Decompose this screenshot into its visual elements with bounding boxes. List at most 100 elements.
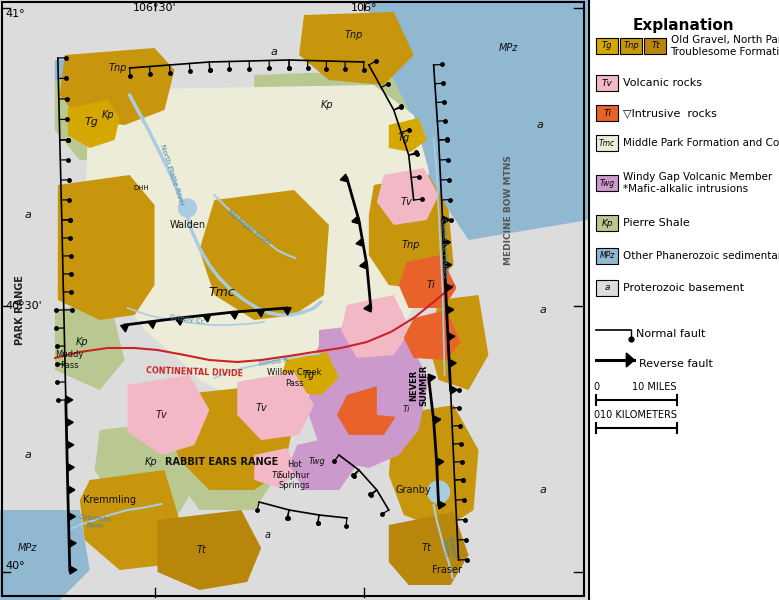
Polygon shape [446,306,453,314]
Polygon shape [283,308,291,315]
Polygon shape [60,48,174,125]
Text: Tg: Tg [397,133,410,143]
Polygon shape [69,566,77,574]
Polygon shape [0,510,90,600]
Polygon shape [281,352,339,395]
Polygon shape [69,539,76,547]
Polygon shape [58,175,154,320]
Polygon shape [299,12,414,85]
Polygon shape [238,372,314,440]
Polygon shape [203,314,211,322]
Polygon shape [442,216,449,224]
Text: Pierre Shale: Pierre Shale [623,218,690,228]
Polygon shape [368,0,588,240]
Text: Grizzly Cr.: Grizzly Cr. [169,314,206,325]
Polygon shape [341,295,411,358]
Text: PARK RANGE: PARK RANGE [15,275,25,345]
Polygon shape [289,435,357,490]
Polygon shape [128,375,210,455]
Text: Ti: Ti [603,109,612,118]
Bar [620,38,643,54]
Polygon shape [157,510,261,590]
Text: 106°: 106° [351,3,377,13]
Text: Colorado
River: Colorado River [78,514,111,530]
Text: MPz: MPz [499,43,518,53]
Text: ▽Intrusive  rocks: ▽Intrusive rocks [623,108,717,118]
Polygon shape [0,0,588,600]
Bar [596,215,619,231]
Text: 41°: 41° [5,9,25,19]
Text: 10 MILES: 10 MILES [632,382,676,392]
Text: Tv: Tv [602,79,612,88]
Polygon shape [95,420,199,520]
Text: Volcanic rocks: Volcanic rocks [623,78,703,88]
Text: Old Gravel, North Park Formation,
Troublesome Formation: Old Gravel, North Park Formation, Troubl… [671,35,779,57]
Polygon shape [337,385,397,435]
Text: a: a [540,485,547,495]
Polygon shape [389,512,468,585]
Text: Tv: Tv [156,410,167,420]
Polygon shape [254,70,414,160]
Text: Reverse fault: Reverse fault [640,359,714,369]
Text: Tg: Tg [85,117,99,127]
Text: Ti: Ti [426,280,435,290]
Text: a: a [264,530,270,540]
Text: Kp: Kp [101,110,114,120]
Polygon shape [368,175,453,290]
Polygon shape [257,310,265,317]
Text: Kremmling: Kremmling [83,495,136,505]
Text: Proterozoic basement: Proterozoic basement [623,283,745,293]
Polygon shape [360,261,367,269]
Polygon shape [377,168,439,225]
Text: Illinois R.: Illinois R. [258,357,291,367]
Bar [596,248,619,264]
Polygon shape [433,416,441,424]
Polygon shape [445,261,452,269]
Text: NEVER
SUMMER: NEVER SUMMER [409,364,428,406]
Polygon shape [85,85,434,405]
Polygon shape [174,430,274,510]
Text: MEDICINE BOW MTNS: MEDICINE BOW MTNS [504,155,513,265]
Polygon shape [55,300,125,390]
Text: 40°30': 40°30' [5,301,42,311]
Polygon shape [254,448,297,488]
Text: Twg: Twg [600,179,615,187]
Polygon shape [356,239,364,247]
Polygon shape [231,311,238,319]
Text: Michigan River: Michigan River [227,209,272,247]
Text: Tt: Tt [196,545,206,555]
Text: Tv: Tv [272,470,282,479]
Circle shape [178,199,196,217]
Text: Tt: Tt [421,543,432,553]
Polygon shape [449,359,456,367]
Text: Granby: Granby [396,485,432,495]
Text: Cache La Poudre: Cache La Poudre [439,218,448,278]
Polygon shape [352,216,360,224]
Text: Kp: Kp [145,457,158,467]
Polygon shape [450,386,457,394]
Bar [596,38,619,54]
Polygon shape [439,501,446,509]
Text: Tg: Tg [602,41,612,50]
Polygon shape [364,304,372,312]
Text: Tnp: Tnp [108,63,127,73]
Polygon shape [443,239,450,247]
Polygon shape [68,100,120,148]
Text: Walden: Walden [169,220,206,230]
Text: CONTINENTAL DIVIDE: CONTINENTAL DIVIDE [146,366,243,378]
Text: 106°30': 106°30' [132,3,176,13]
Polygon shape [389,118,427,152]
Text: MPz: MPz [600,251,615,260]
Text: 40°: 40° [5,561,25,571]
Polygon shape [389,405,478,530]
Text: 0: 0 [593,382,599,392]
Polygon shape [66,419,73,427]
Bar [596,280,619,296]
Text: Tv: Tv [401,197,413,207]
Polygon shape [428,374,435,382]
Text: a: a [24,450,31,460]
Polygon shape [199,190,329,320]
Text: Other Phanerozoic sedimentary rocks: Other Phanerozoic sedimentary rocks [623,251,779,261]
Text: a: a [537,120,544,130]
Text: Muddy
Pass: Muddy Pass [55,350,84,370]
